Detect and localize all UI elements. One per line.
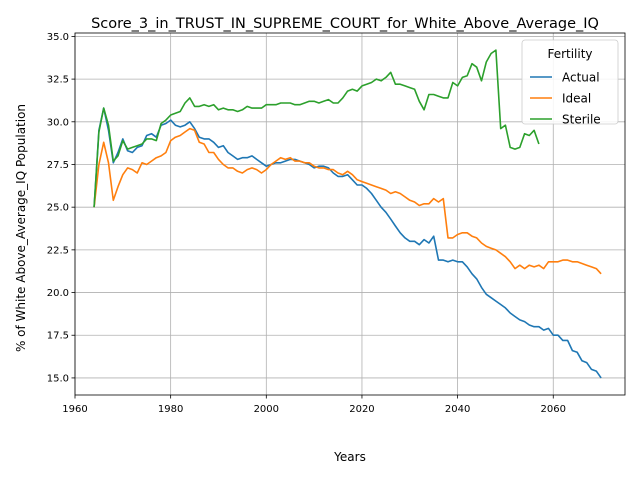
y-tick-label: 35.0: [47, 32, 69, 43]
x-axis-label: Years: [333, 450, 366, 464]
x-axis: 1960 1980 2000 2020 2040 2060: [62, 395, 566, 415]
legend-box: [521, 39, 619, 125]
legend-label-actual: Actual: [562, 71, 600, 85]
legend-title: Fertility: [547, 47, 592, 61]
y-tick-label: 27.5: [47, 160, 69, 171]
x-tick-label: 2060: [541, 404, 566, 415]
y-tick-label: 32.5: [47, 75, 69, 86]
series-line-ideal: [93, 127, 602, 275]
legend: Fertility Actual Ideal Sterile: [521, 39, 619, 127]
series-layer: [93, 49, 602, 379]
x-tick-label: 1980: [158, 404, 183, 415]
y-tick-label: 22.5: [47, 245, 69, 256]
y-tick-label: 15.0: [47, 373, 69, 384]
x-tick-label: 2040: [445, 404, 470, 415]
series-line-sterile: [93, 49, 540, 208]
y-axis-label: % of White Above_Average_IQ Population: [14, 104, 28, 352]
legend-label-ideal: Ideal: [562, 92, 591, 106]
chart-title: Score_3_in_TRUST_IN_SUPREME_COURT_for_Wh…: [91, 16, 599, 32]
y-tick-label: 25.0: [47, 203, 69, 214]
x-tick-label: 2020: [349, 404, 374, 415]
x-tick-label: 2000: [254, 404, 279, 415]
x-tick-label: 1960: [62, 404, 87, 415]
y-tick-label: 20.0: [47, 288, 69, 299]
series-line-actual: [93, 107, 602, 379]
plot-frame: [74, 32, 626, 396]
legend-label-sterile: Sterile: [562, 113, 601, 127]
y-tick-label: 30.0: [47, 117, 69, 128]
y-axis: 15.0 17.5 20.0 22.5 25.0 27.5 30.0 32.5 35.0: [47, 32, 75, 384]
y-tick-label: 17.5: [47, 331, 69, 342]
